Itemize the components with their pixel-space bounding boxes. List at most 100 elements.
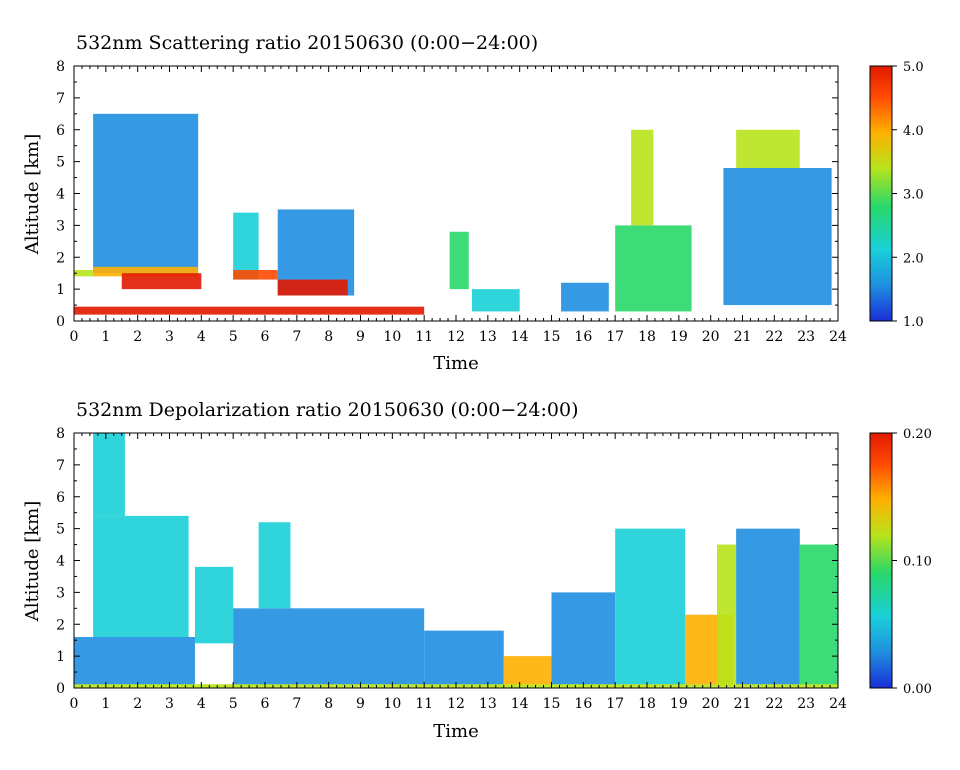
x-tick-label: 7 [292,696,301,712]
y-tick-label: 2 [56,250,65,266]
heatmap-cell [503,656,552,685]
y-axis: 0 1 2 3 4 5 6 7 8 [56,426,838,697]
heatmap-cell [717,544,737,685]
x-tick-label: 21 [734,696,752,712]
x-tick-label: 0 [70,696,79,712]
y-tick-label: 4 [56,187,65,203]
x-tick-label: 22 [765,696,783,712]
heatmap-cell [194,566,234,644]
x-tick-label: 23 [797,696,815,712]
colorbar-tick-label: 5.0 [903,60,924,75]
plot-area [73,65,839,322]
colorbar-tick-label: 2.0 [903,251,924,266]
y-tick-label: 8 [56,426,65,442]
x-axis: 0 1 2 3 4 5 6 7 8 9 10 11 12 13 14 15 16 17 18 19 20 21 22 23 24 [70,433,847,712]
heatmap-cell [93,266,199,277]
heatmap-regions [74,113,832,315]
heatmap-cell [736,129,800,168]
y-tick-label: 1 [56,282,65,298]
heatmap-cell [121,273,202,290]
heatmap-cell [551,592,616,685]
x-tick-label: 1 [101,329,110,345]
x-tick-label: 13 [479,696,497,712]
heatmap-cell [615,528,686,685]
chart-depolarization: 532nm Depolarization ratio 20150630 (0:0… [22,399,932,742]
y-tick-label: 4 [56,554,65,570]
x-tick-label: 11 [415,329,433,345]
x-tick-label: 9 [356,696,365,712]
heatmap-cell [93,515,189,637]
x-tick-label: 0 [70,329,79,345]
heatmap-cell [277,279,348,296]
x-tick-label: 13 [479,329,497,345]
heatmap-cell [93,433,125,516]
colorbar-tick-label: 4.0 [903,124,924,139]
x-axis: 0 1 2 3 4 5 6 7 8 9 10 11 12 13 14 15 16 17 18 19 20 21 22 23 24 [70,66,847,345]
x-tick-label: 10 [383,696,401,712]
heatmap-cell [74,306,425,315]
colorbar-fill [869,432,893,689]
x-tick-label: 9 [356,329,365,345]
chart-title: 532nm Depolarization ratio 20150630 (0:0… [76,399,578,421]
chart-scattering: 532nm Scattering ratio 20150630 (0:00−24… [22,32,924,374]
x-tick-label: 3 [165,329,174,345]
colorbar-tick-label: 0.20 [903,427,932,442]
x-tick-label: 19 [670,329,688,345]
heatmap-cell [424,630,504,685]
colorbar: 1.0 2.0 3.0 4.0 5.0 [869,60,924,330]
heatmap-cell [561,282,609,312]
x-tick-label: 5 [229,329,238,345]
x-tick-label: 11 [415,696,433,712]
heatmap-cell [233,270,278,280]
x-tick-label: 6 [261,329,270,345]
colorbar: 0.00 0.10 0.20 [869,427,932,697]
y-axis-label: Altitude [km] [22,501,43,623]
y-tick-label: 6 [56,490,65,506]
x-tick-label: 6 [261,696,270,712]
heatmap-cell [799,544,838,685]
x-tick-label: 2 [133,696,142,712]
x-axis-label: Time [433,353,478,374]
y-tick-label: 5 [56,522,65,538]
x-tick-label: 23 [797,329,815,345]
x-tick-label: 24 [829,329,847,345]
y-tick-label: 2 [56,617,65,633]
y-axis-label: Altitude [km] [22,134,43,256]
x-tick-label: 16 [574,329,592,345]
x-tick-label: 2 [133,329,142,345]
x-tick-label: 10 [383,329,401,345]
x-tick-label: 8 [324,329,333,345]
x-tick-label: 3 [165,696,174,712]
y-tick-label: 1 [56,649,65,665]
heatmap-cell [74,637,195,685]
y-tick-label: 3 [56,585,65,601]
y-tick-label: 7 [56,458,65,474]
colorbar-tick-label: 0.10 [903,555,932,570]
heatmap-cell [631,129,654,226]
x-tick-label: 20 [702,696,720,712]
x-tick-label: 18 [638,696,656,712]
colorbar-ticks: 0.00 0.10 0.20 [892,427,932,697]
heatmap-cell [615,225,692,312]
heatmap-cell [723,168,832,306]
x-tick-label: 18 [638,329,656,345]
chart-title: 532nm Scattering ratio 20150630 (0:00−24… [76,32,538,54]
x-tick-label: 15 [543,329,561,345]
heatmap-cell [258,522,291,609]
x-tick-label: 24 [829,696,847,712]
plot-area [73,432,839,689]
y-axis: 0 1 2 3 4 5 6 7 8 [56,59,838,330]
colorbar-tick-label: 3.0 [903,188,924,203]
x-tick-label: 22 [765,329,783,345]
y-tick-label: 3 [56,218,65,234]
x-tick-label: 5 [229,696,238,712]
heatmap-cell [233,212,259,280]
x-tick-label: 15 [543,696,561,712]
x-tick-label: 12 [447,329,465,345]
y-tick-label: 8 [56,59,65,75]
x-tick-label: 1 [101,696,110,712]
heatmap-cell [93,113,199,274]
y-tick-label: 7 [56,91,65,107]
colorbar-fill [869,65,893,322]
